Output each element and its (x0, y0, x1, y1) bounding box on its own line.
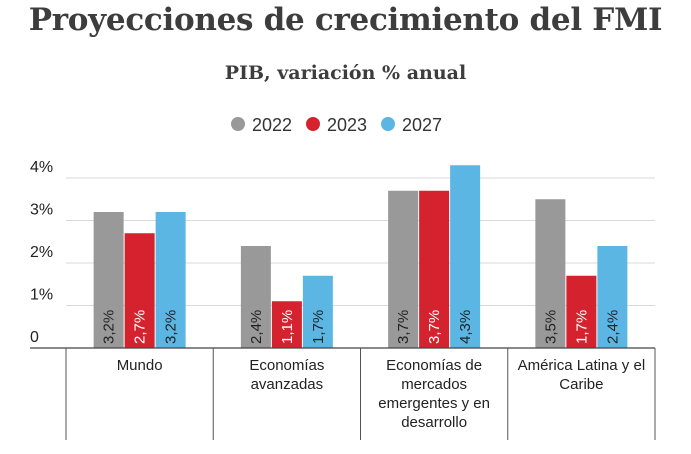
data-label: 4,3% (457, 310, 474, 344)
bar-2022 (93, 212, 124, 348)
x-category-label: emergentes y en (378, 395, 490, 412)
bar-2023 (271, 301, 302, 348)
data-label: 1,1% (279, 310, 296, 344)
x-category-label: mercados (401, 376, 467, 393)
legend-marker-2027 (381, 117, 395, 131)
y-tick-label: 1% (30, 287, 53, 304)
y-tick-label: 0 (30, 329, 39, 346)
data-label: 3,7% (395, 310, 412, 344)
bar-2023 (566, 275, 597, 348)
x-category-label: desarrollo (401, 414, 467, 431)
data-label: 3,5% (542, 310, 559, 344)
x-category-label: Mundo (117, 357, 163, 374)
bar-2027 (155, 212, 186, 348)
bar-2022 (535, 199, 566, 348)
data-label: 3,2% (101, 310, 118, 344)
bar-2023 (124, 233, 155, 348)
data-label: 3,7% (426, 310, 443, 344)
legend-label-2023: 2023 (327, 115, 367, 135)
x-category-label: avanzadas (251, 376, 324, 393)
bar-2023 (419, 190, 450, 348)
bar-2027 (450, 165, 481, 348)
legend-label-2022: 2022 (252, 115, 292, 135)
bar-2022 (388, 190, 419, 348)
y-tick-label: 2% (30, 244, 53, 261)
x-category-label: Economías de (386, 357, 482, 374)
data-label: 1,7% (573, 310, 590, 344)
data-label: 2,4% (604, 310, 621, 344)
bar-2027 (597, 246, 628, 348)
legend-marker-2022 (231, 117, 245, 131)
bar-2027 (302, 275, 333, 348)
x-category-label: Economías (249, 357, 324, 374)
chart-title: Proyecciones de crecimiento del FMI (28, 2, 663, 38)
x-category-label: Caribe (559, 376, 603, 393)
legend-marker-2023 (306, 117, 320, 131)
bar-2022 (240, 246, 271, 348)
data-label: 3,2% (163, 310, 180, 344)
x-category-label: América Latina y el (518, 357, 646, 374)
chart-subtitle: PIB, variación % anual (224, 62, 467, 84)
data-label: 2,7% (132, 310, 149, 344)
data-label: 1,7% (310, 310, 327, 344)
data-label: 2,4% (248, 310, 265, 344)
legend-label-2027: 2027 (402, 115, 442, 135)
y-tick-label: 4% (30, 159, 53, 176)
y-tick-label: 3% (30, 202, 53, 219)
